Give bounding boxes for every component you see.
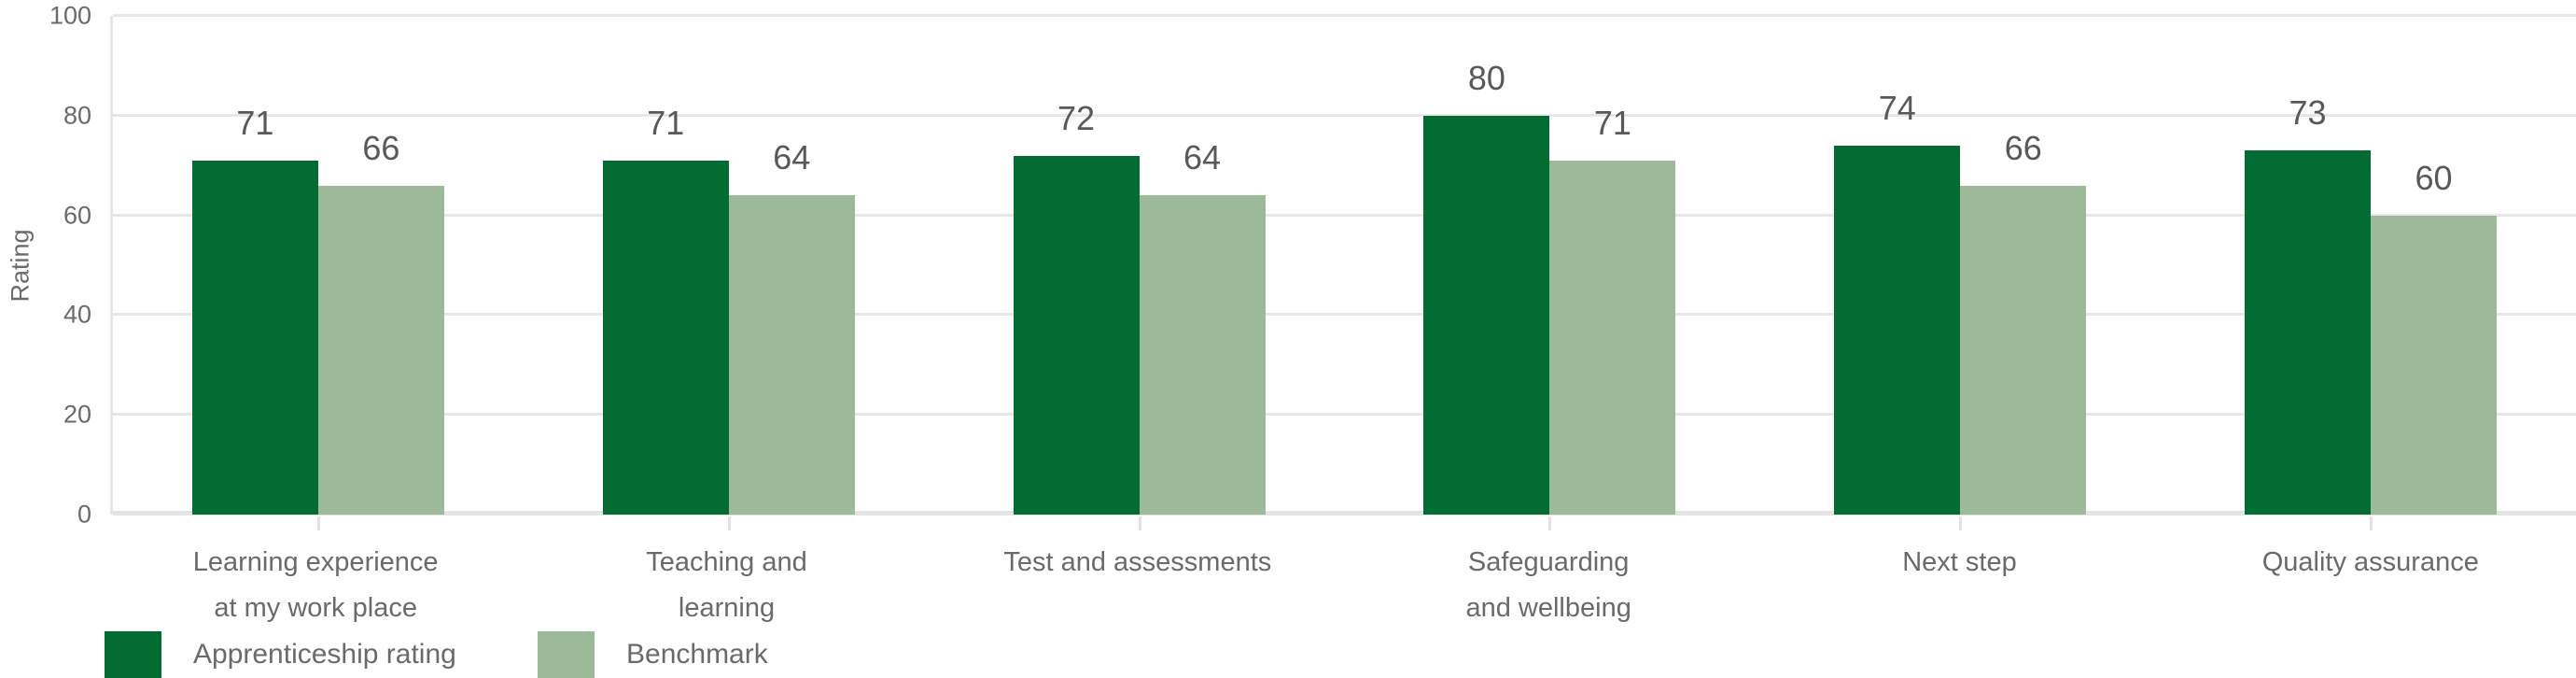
data-label: 66	[362, 128, 400, 167]
bar-benchmark	[1960, 185, 2087, 515]
bar-apprenticeship-rating	[2245, 150, 2372, 515]
data-label: 74	[1878, 88, 1916, 127]
bar-apprenticeship-rating	[1834, 145, 1961, 515]
data-label: 72	[1057, 98, 1096, 137]
data-label: 66	[2004, 128, 2042, 167]
bar-apprenticeship-rating	[1423, 115, 1550, 515]
data-label: 80	[1467, 58, 1505, 97]
data-label: 64	[1183, 138, 1222, 177]
bar-group-4: 74 66	[1755, 16, 2165, 530]
bar-benchmark	[728, 195, 855, 515]
bar-group-0: 71 66	[113, 16, 524, 530]
bar-column: 60	[2371, 16, 2498, 515]
bar-column: 71	[191, 16, 318, 515]
legend-label: Apprenticeship rating	[193, 639, 456, 670]
bar-benchmark	[2371, 215, 2498, 515]
x-axis-tick	[1959, 516, 1963, 530]
data-label: 71	[1593, 103, 1631, 142]
gridline-0	[113, 511, 2576, 516]
bar-benchmark	[1549, 160, 1676, 515]
bar-groups: 71 66 71 64 72 64 80 71 74 66 73 60	[113, 16, 2576, 530]
category-label-4: Next step	[1902, 547, 2017, 577]
legend-item-apprenticeship-rating: Apprenticeship rating	[105, 631, 456, 678]
bar-pair: 72 64	[1013, 16, 1266, 515]
bar-apprenticeship-rating	[602, 160, 729, 515]
data-label: 71	[236, 103, 274, 142]
category-label-5: Quality assurance	[2261, 547, 2479, 577]
gridline-80	[113, 113, 2576, 117]
bar-column: 71	[602, 16, 729, 515]
bar-benchmark	[317, 185, 444, 515]
bar-column: 64	[728, 16, 855, 515]
gridline-100	[113, 14, 2576, 17]
bar-pair: 71 64	[602, 16, 855, 515]
data-label: 64	[773, 138, 811, 177]
x-axis-tick	[1138, 516, 1141, 530]
plot-area: 71 66 71 64 72 64 80 71 74 66 73 60	[110, 14, 2576, 530]
bar-column: 72	[1013, 16, 1140, 515]
category-label-2: Test and assessments	[1003, 547, 1272, 577]
bar-column: 64	[1139, 16, 1266, 515]
y-tick-label-0: 0	[77, 500, 91, 529]
x-axis-tick	[727, 516, 731, 530]
y-axis-tick-labels: 0 20 40 60 80 100	[0, 3, 91, 527]
gridline-60	[113, 213, 2576, 217]
data-label: 71	[647, 103, 685, 142]
bar-pair: 73 60	[2245, 16, 2498, 515]
bar-group-5: 73 60	[2165, 16, 2576, 530]
bar-benchmark	[1139, 195, 1266, 515]
bar-group-3: 80 71	[1344, 16, 1755, 530]
x-axis-tick	[2370, 516, 2373, 530]
data-label: 73	[2289, 93, 2327, 133]
category-label-1: Teaching and learning	[646, 547, 807, 624]
bar-pair: 80 71	[1423, 16, 1676, 515]
bar-column: 71	[1549, 16, 1676, 515]
y-tick-label-80: 80	[63, 101, 91, 130]
y-tick-label-60: 60	[63, 201, 91, 230]
legend-swatch-benchmark	[538, 631, 595, 678]
y-tick-label-100: 100	[49, 1, 91, 30]
bar-column: 74	[1834, 16, 1961, 515]
bar-column: 66	[317, 16, 444, 515]
category-label-3: Safeguarding and wellbeing	[1465, 547, 1631, 624]
bar-column: 80	[1423, 16, 1550, 515]
y-tick-label-40: 40	[63, 300, 91, 329]
category-label-0: Learning experience at my work place	[192, 547, 439, 624]
gridline-40	[113, 313, 2576, 317]
legend-swatch-apprenticeship-rating	[105, 631, 161, 678]
bar-apprenticeship-rating	[1013, 155, 1140, 515]
x-axis-category-labels: Learning experience at my work place Teac…	[110, 540, 2576, 632]
bar-pair: 71 66	[191, 16, 444, 515]
bar-group-2: 72 64	[934, 16, 1345, 530]
gridline-20	[113, 413, 2576, 417]
x-axis-tick	[316, 516, 320, 530]
bar-group-1: 71 64	[524, 16, 934, 530]
bar-column: 66	[1960, 16, 2087, 515]
bar-apprenticeship-rating	[191, 160, 318, 515]
bar-pair: 74 66	[1834, 16, 2087, 515]
legend-label: Benchmark	[626, 639, 768, 670]
data-label: 60	[2415, 158, 2453, 197]
bar-column: 73	[2245, 16, 2372, 515]
x-axis-tick	[1548, 516, 1552, 530]
y-tick-label-20: 20	[63, 400, 91, 429]
legend-item-benchmark: Benchmark	[538, 631, 768, 678]
